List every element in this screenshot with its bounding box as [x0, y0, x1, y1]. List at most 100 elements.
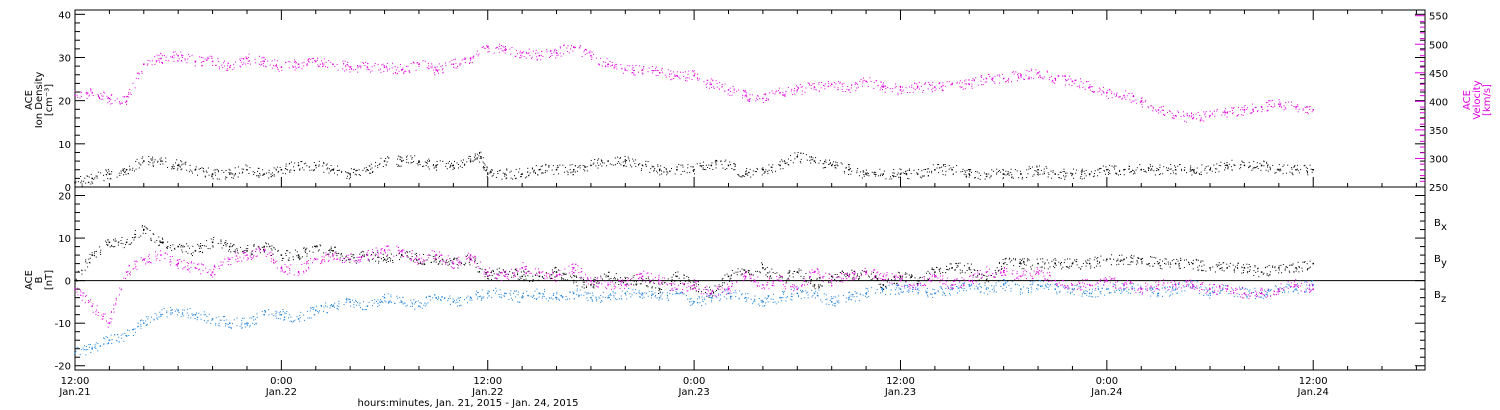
velocity-dot — [1091, 86, 1093, 88]
velocity-dot — [1267, 110, 1269, 112]
bx-dot — [563, 274, 565, 276]
bx-dot — [198, 245, 200, 247]
velocity-dot — [694, 74, 696, 76]
bx-dot — [332, 250, 334, 252]
bx-dot — [596, 282, 598, 284]
ion-density-point — [315, 164, 317, 167]
by-dot — [353, 301, 355, 303]
by-dot — [499, 289, 501, 291]
ion-density-dot — [1008, 174, 1010, 176]
velocity-dot — [149, 60, 151, 62]
by-dot — [633, 292, 635, 294]
velocity-dot — [1163, 105, 1165, 107]
ion-density-dot — [468, 155, 470, 157]
by-dot — [979, 283, 981, 285]
by-dot — [459, 297, 461, 299]
by-point — [418, 305, 420, 307]
by-dot — [957, 286, 959, 288]
by-dot — [128, 334, 130, 336]
by-dot — [655, 295, 657, 297]
by-dot — [963, 287, 965, 289]
ion-density-dot — [111, 171, 113, 173]
velocity-dot — [234, 61, 236, 63]
by-dot — [283, 319, 285, 321]
by-dot — [882, 291, 884, 293]
ion-density-dot — [315, 167, 317, 169]
velocity-dot — [593, 53, 595, 55]
ion-density-dot — [1134, 172, 1136, 174]
ion-density-dot — [88, 176, 90, 178]
by-dot — [1128, 289, 1130, 291]
bx-dot — [407, 251, 409, 253]
by-dot — [589, 292, 591, 294]
velocity-dot — [121, 102, 123, 104]
ion-density-dot — [330, 169, 332, 171]
velocity-dot — [973, 80, 975, 82]
velocity-dot — [556, 55, 558, 57]
by-dot — [930, 293, 932, 295]
by-dot — [107, 342, 109, 344]
by-dot — [1266, 293, 1268, 295]
ion-density-dot — [105, 169, 107, 171]
velocity-dot — [427, 62, 429, 64]
by-dot — [758, 303, 760, 305]
ion-density-dot — [1263, 161, 1265, 163]
velocity-dot — [438, 69, 440, 71]
ion-density-dot — [1213, 164, 1215, 166]
velocity-dot — [573, 46, 575, 48]
velocity-dot — [928, 83, 930, 85]
density-axis-tick-label-4: 40 — [58, 10, 71, 21]
bx-dot — [466, 254, 468, 256]
ion-density-dot — [943, 165, 945, 167]
by-dot — [846, 297, 848, 299]
ion-density-dot — [692, 169, 694, 171]
bx-point — [229, 245, 231, 248]
bx-dot — [150, 237, 152, 239]
bx-dot — [314, 245, 316, 247]
ion-density-dot — [948, 165, 950, 167]
by-dot — [1101, 287, 1103, 289]
ion-density-point — [693, 168, 695, 171]
velocity-dot — [1079, 87, 1081, 89]
by-point — [538, 292, 541, 295]
by-dot — [140, 319, 142, 321]
by-dot — [251, 317, 253, 319]
ion-density-dot — [491, 169, 493, 171]
bx-dot — [713, 292, 715, 294]
velocity-dot — [505, 50, 507, 52]
velocity-dot — [551, 53, 553, 55]
ion-density-dot — [969, 170, 971, 172]
bx-dot — [297, 256, 299, 258]
by-point — [194, 313, 197, 316]
ion-density-dot — [1114, 168, 1116, 170]
velocity-dot — [556, 49, 558, 51]
ion-density-point — [899, 173, 902, 175]
bx-dot — [236, 249, 238, 251]
velocity-dot — [396, 73, 398, 75]
velocity-point — [315, 60, 317, 63]
velocity-dot — [744, 91, 746, 93]
velocity-dot — [749, 98, 751, 100]
by-dot — [812, 294, 814, 296]
velocity-dot — [664, 74, 666, 76]
ion-density-dot — [1129, 172, 1131, 174]
by-dot — [382, 301, 384, 303]
ion-density-dot — [1230, 166, 1232, 168]
bx-dot — [111, 245, 113, 247]
bx-dot — [659, 291, 661, 293]
by-dot — [937, 290, 939, 292]
by-dot — [815, 297, 817, 299]
velocity-dot — [327, 66, 329, 68]
by-dot — [569, 291, 571, 293]
bx-dot — [389, 260, 391, 262]
velocity-dot — [1035, 69, 1037, 71]
by-dot — [218, 316, 220, 318]
bx-dot — [306, 247, 308, 249]
by-dot — [355, 301, 357, 303]
bx-dot — [491, 270, 493, 272]
bx-dot — [368, 260, 370, 262]
by-dot — [1260, 296, 1262, 298]
velocity-point — [1192, 117, 1194, 120]
ion-density-dot — [1214, 171, 1216, 173]
ion-density-dot — [633, 160, 635, 162]
